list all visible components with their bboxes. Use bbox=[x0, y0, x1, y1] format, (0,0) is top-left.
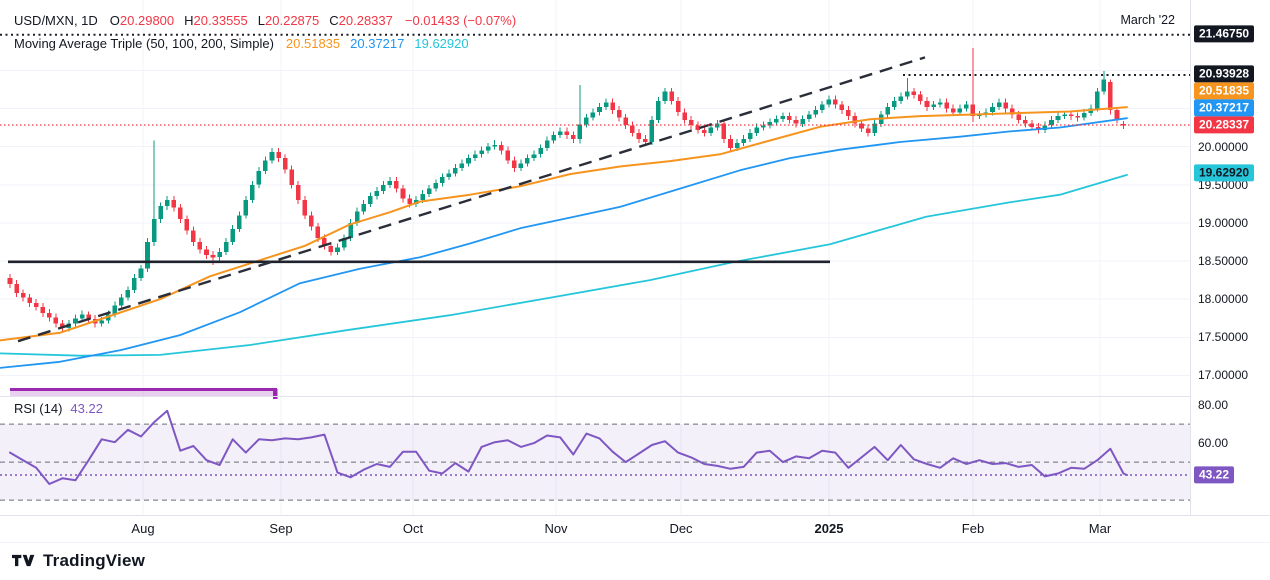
top-right-date-label: March '22 bbox=[1120, 13, 1176, 27]
rsi-legend: RSI (14) 43.22 bbox=[14, 401, 103, 416]
ma-value: 20.37217 bbox=[350, 36, 405, 51]
time-axis-label: Oct bbox=[402, 521, 424, 536]
watermark-logo[interactable]: TradingView bbox=[12, 551, 145, 571]
ma-200-line bbox=[0, 173, 1128, 357]
watermark-text: TradingView bbox=[43, 551, 146, 570]
rsi-indicator-title[interactable]: RSI (14) bbox=[14, 401, 63, 416]
price-axis-label: 60.00 bbox=[1198, 436, 1229, 450]
price-axis-label: 17.50000 bbox=[1198, 330, 1249, 344]
trendline[interactable] bbox=[17, 56, 926, 343]
price-axis-badge: 20.28337 bbox=[1194, 116, 1255, 134]
change-value: −0.01433 (−0.07%) bbox=[404, 13, 517, 28]
time-axis-label: Sep bbox=[269, 521, 293, 536]
bottom-bar: TradingView bbox=[0, 542, 1270, 580]
ohlc-item: L20.22875 bbox=[257, 13, 320, 28]
price-axis-label: 19.00000 bbox=[1198, 216, 1249, 230]
candles[interactable] bbox=[7, 48, 1126, 332]
time-axis-label: 2025 bbox=[814, 521, 844, 536]
price-axis-badge: 19.62920 bbox=[1194, 164, 1255, 182]
price-axis-badge: 20.37217 bbox=[1194, 99, 1255, 117]
price-axis-label: 19.50000 bbox=[1198, 178, 1249, 192]
time-axis-label: Nov bbox=[544, 521, 568, 536]
time-axis-label: Mar bbox=[1088, 521, 1112, 536]
ohlc-values: O20.29800 H20.33555 L20.22875 C20.28337 bbox=[110, 13, 393, 28]
rsi-band bbox=[0, 423, 1190, 501]
price-axis-label: 20.00000 bbox=[1198, 140, 1249, 154]
purple-range-tool[interactable] bbox=[10, 388, 278, 399]
price-axis-label: 18.50000 bbox=[1198, 254, 1249, 268]
rsi-line bbox=[9, 409, 1128, 485]
ma-indicator-title[interactable]: Moving Average Triple (50, 100, 200, Sim… bbox=[14, 36, 274, 51]
tradingview-logo-icon bbox=[12, 554, 35, 566]
price-axis[interactable]: 20.00000 19.50000 19.00000 18.50000 18.00000… bbox=[1190, 0, 1270, 542]
ma-100-line bbox=[0, 117, 1128, 369]
price-axis-label: 18.00000 bbox=[1198, 292, 1249, 306]
ma-values: 20.51835 20.37217 19.62920 bbox=[286, 36, 469, 51]
price-axis-badge: 21.46750 bbox=[1194, 25, 1255, 43]
price-axis-label: 80.00 bbox=[1198, 398, 1229, 412]
time-axis-label: Dec bbox=[669, 521, 693, 536]
price-axis-badge: 20.51835 bbox=[1194, 82, 1255, 100]
ma-value: 19.62920 bbox=[414, 36, 469, 51]
pane-divider[interactable] bbox=[0, 396, 1270, 397]
price-axis-badge: 43.22 bbox=[1194, 466, 1235, 484]
ohlc-item: C20.28337 bbox=[329, 13, 393, 28]
ma-value: 20.51835 bbox=[285, 36, 341, 51]
legend: USD/MXN, 1D O20.29800 H20.33555 L20.22875 C… bbox=[14, 9, 516, 55]
ma-legend-row: Moving Average Triple (50, 100, 200, Sim… bbox=[14, 32, 516, 55]
symbol-title[interactable]: USD/MXN, 1D bbox=[14, 13, 98, 28]
time-axis-label: Aug bbox=[131, 521, 155, 536]
price-axis-label: 17.00000 bbox=[1198, 368, 1249, 382]
time-axis[interactable]: Aug Sep Oct Nov Dec 2025 Feb Mar bbox=[0, 515, 1270, 543]
ma-50-line bbox=[0, 106, 1128, 342]
price-chart-canvas[interactable] bbox=[0, 0, 1190, 515]
time-axis-label: Feb bbox=[961, 521, 985, 536]
symbol-legend-row: USD/MXN, 1D O20.29800 H20.33555 L20.22875 C… bbox=[14, 9, 516, 32]
rsi-value: 43.22 bbox=[70, 401, 103, 416]
price-axis-badge: 20.93928 bbox=[1194, 65, 1255, 83]
ohlc-item: H20.33555 bbox=[184, 13, 248, 28]
ohlc-item: O20.29800 bbox=[109, 13, 175, 28]
